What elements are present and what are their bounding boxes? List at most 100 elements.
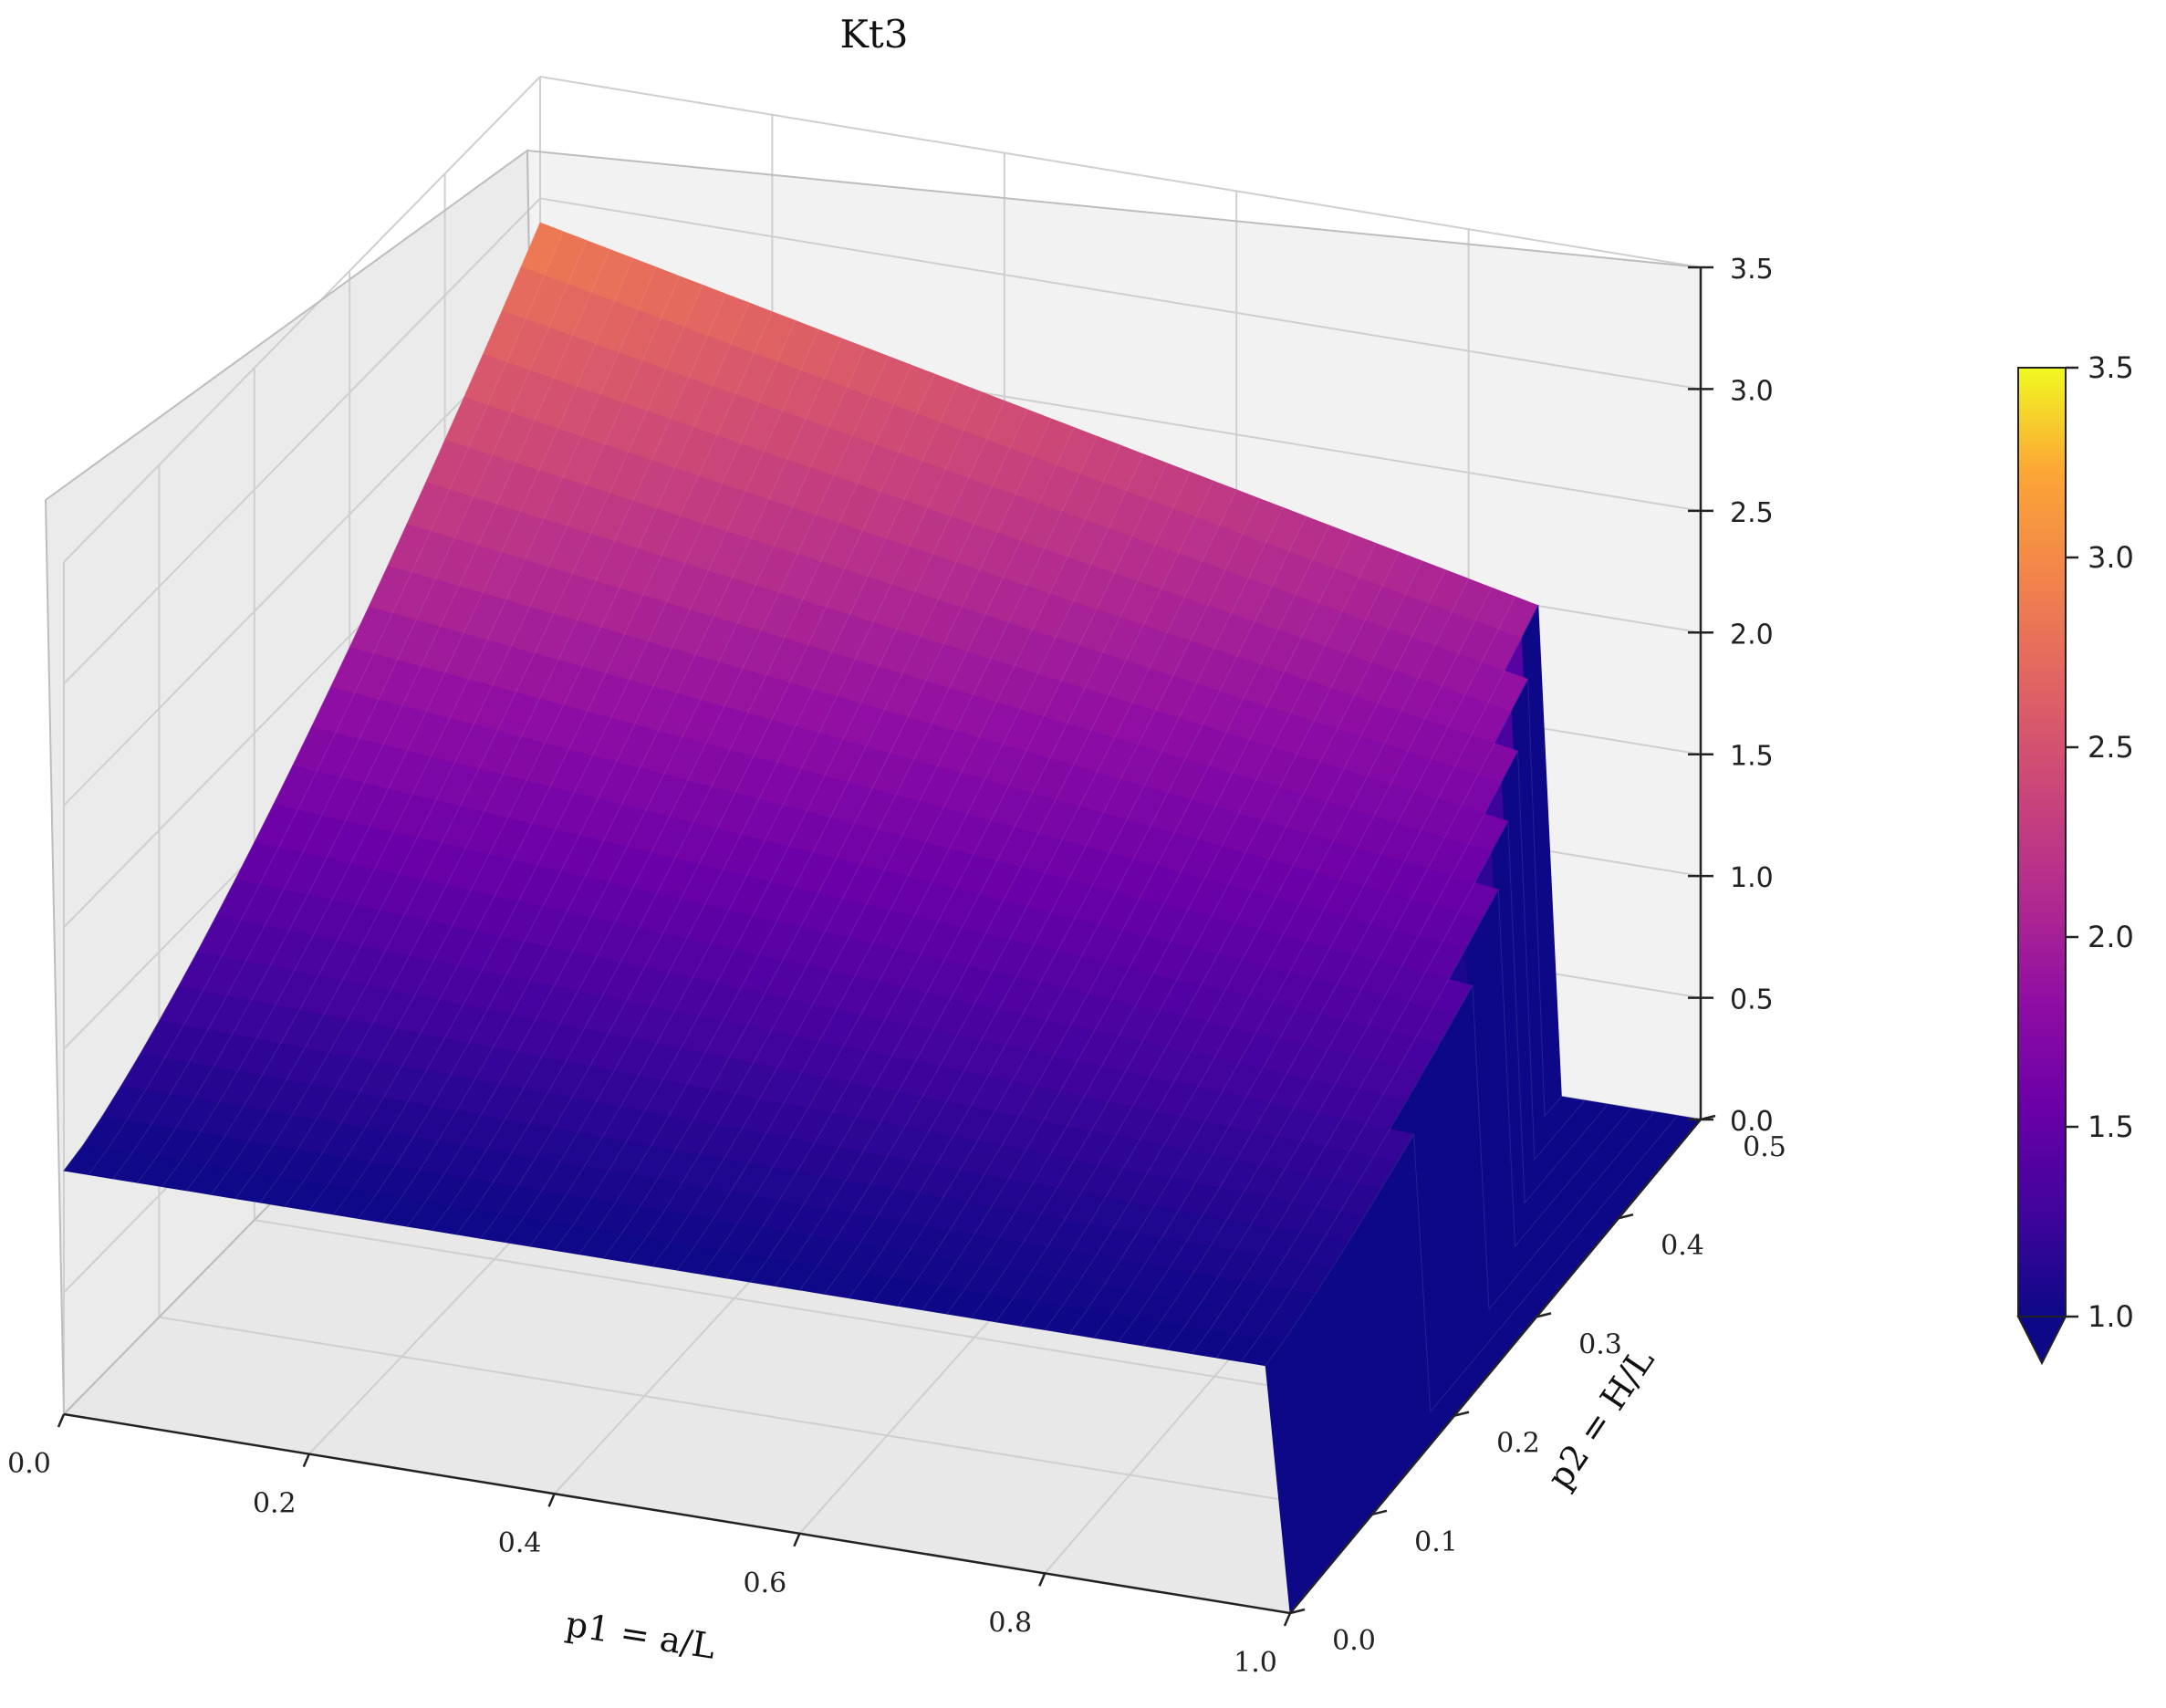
x-tick-mark <box>1038 1572 1047 1587</box>
z-tick-label: 0.0 <box>1730 1106 1774 1138</box>
surface-mesh-line <box>529 391 982 1247</box>
surface-mesh-line <box>676 444 1121 1271</box>
surface-mesh-line <box>775 480 1214 1286</box>
surface-mesh-line <box>431 356 890 1231</box>
z-tick-label: 0.5 <box>1730 984 1774 1016</box>
surface-mesh-line <box>185 266 657 1192</box>
surface-mesh-line <box>455 364 912 1235</box>
surface-mesh-line <box>602 418 1052 1259</box>
x-tick-label: 0.8 <box>988 1607 1032 1639</box>
grid-line <box>63 76 541 563</box>
surface-mesh-line <box>798 489 1237 1291</box>
y-tick-label: 0.3 <box>1578 1328 1622 1360</box>
x-axis-label: p1 = a/L <box>563 1604 718 1667</box>
surface-mesh-line <box>161 257 634 1187</box>
grid-line <box>159 1316 1373 1515</box>
surface-mesh-line <box>922 534 1353 1310</box>
surface-mesh-line <box>88 231 564 1175</box>
x-tick-mark <box>1283 1612 1292 1627</box>
surface-mesh-line <box>1240 984 1655 1362</box>
surface-mesh-line <box>1142 677 1562 1347</box>
surface-mesh-line <box>112 240 588 1180</box>
x-tick-label: 0.6 <box>744 1567 787 1599</box>
z-tick-label: 3.0 <box>1730 375 1774 407</box>
colorbar-tick-label: 2.5 <box>2088 730 2134 765</box>
colorbar-extend-min <box>2016 1316 2067 1366</box>
surface-mesh-line <box>701 453 1144 1275</box>
y-tick-mark <box>1371 1509 1388 1516</box>
surface-mesh-line <box>259 293 726 1203</box>
y-tick-mark <box>1453 1411 1470 1417</box>
x-tick-label: 1.0 <box>1234 1647 1277 1679</box>
y-tick-mark <box>1618 1213 1634 1220</box>
y-tick-label: 0.2 <box>1496 1428 1540 1460</box>
surface-mesh-line <box>578 409 1028 1255</box>
z-tick-label: 3.5 <box>1730 254 1774 286</box>
x-tick-mark <box>57 1413 66 1428</box>
surface-mesh-line <box>308 311 773 1211</box>
surface-mesh-line <box>210 276 681 1195</box>
surface-mesh-line <box>971 551 1400 1318</box>
surface-mesh-line <box>333 320 797 1215</box>
y-axis-label: p2 = H/L <box>1539 1341 1662 1496</box>
surface-mesh-line <box>234 285 703 1199</box>
colorbar-tick-label: 3.0 <box>2088 540 2134 575</box>
grid-line <box>539 76 1702 268</box>
surface-mesh-line <box>651 436 1099 1267</box>
grid-line <box>63 197 541 685</box>
x-tick-label: 0.0 <box>7 1448 51 1480</box>
surface-mesh-line <box>381 338 843 1224</box>
surface-mesh-line <box>63 222 541 1172</box>
y-tick-label: 0.4 <box>1661 1230 1704 1262</box>
colorbar-tick-label: 1.0 <box>2088 1299 2134 1334</box>
surface-mesh-line <box>358 328 819 1219</box>
colorbar: 1.0 1.5 2.0 2.5 3.0 3.5 <box>2016 350 2134 1366</box>
surface-mesh-line <box>1068 587 1493 1335</box>
surface-mesh-line <box>725 463 1168 1279</box>
surface-mesh-line <box>897 525 1330 1307</box>
surface-mesh-line <box>1093 596 1515 1338</box>
grid-line <box>539 197 1702 391</box>
surface-mesh-line <box>1167 749 1586 1350</box>
y-tick-mark <box>1289 1608 1306 1615</box>
z-tick-label: 1.0 <box>1730 862 1774 894</box>
grid-line <box>254 1219 1455 1417</box>
surface-mesh-line <box>823 498 1261 1295</box>
surface-mesh-line <box>848 507 1284 1298</box>
y-tick-mark <box>1536 1312 1552 1318</box>
surface-mesh-line <box>1118 605 1539 1342</box>
chart-title: Kt3 <box>840 12 909 57</box>
surface-mesh-line <box>872 516 1307 1303</box>
colorbar-tick-label: 2.0 <box>2088 920 2134 954</box>
colorbar-tick-label: 1.5 <box>2088 1109 2134 1144</box>
x-tick-label: 0.2 <box>253 1488 297 1520</box>
axes <box>63 267 1703 1615</box>
y-tick-label: 0.1 <box>1414 1526 1458 1558</box>
y-tick-label: 0.0 <box>1332 1625 1376 1657</box>
surface-mesh-line <box>627 427 1075 1263</box>
surface-mesh-line <box>1265 1115 1678 1413</box>
surface-mesh-line <box>1044 578 1470 1330</box>
surface-mesh-line <box>137 249 610 1183</box>
x-tick-label: 0.4 <box>498 1527 542 1559</box>
colorbar-ticks: 1.0 1.5 2.0 2.5 3.0 3.5 <box>2066 350 2134 1334</box>
surface-mesh-line <box>946 543 1377 1315</box>
z-tick-label: 2.5 <box>1730 497 1774 529</box>
surface-mesh-line <box>406 347 866 1227</box>
surface-mesh-line <box>554 401 1005 1251</box>
z-tick-label: 2.0 <box>1730 619 1774 651</box>
surface-mesh-line <box>480 373 935 1239</box>
surface-mesh-line <box>1192 819 1609 1354</box>
x-axis-line <box>63 1412 1291 1615</box>
z-tick-label: 1.5 <box>1730 741 1774 773</box>
x-tick-mark <box>793 1533 801 1547</box>
surface-plot <box>63 222 1702 1614</box>
colorbar-gradient <box>2017 367 2067 1317</box>
axis-ticks: 0.00.20.40.60.81.00.00.10.20.30.40.50.00… <box>7 254 1786 1679</box>
y-tick-label: 0.5 <box>1743 1131 1786 1163</box>
x-tick-mark <box>302 1453 310 1468</box>
y-axis-line <box>1289 1119 1702 1614</box>
colorbar-tick-label: 3.5 <box>2088 350 2134 385</box>
